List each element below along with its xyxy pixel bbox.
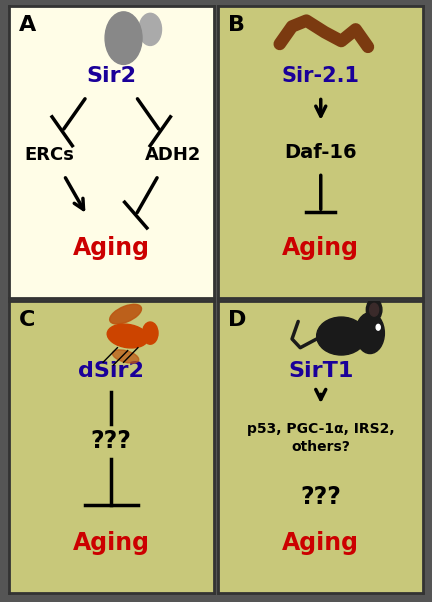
Text: Aging: Aging (73, 237, 150, 260)
Text: B: B (229, 15, 245, 35)
Text: Aging: Aging (73, 532, 150, 555)
Text: ???: ??? (300, 485, 341, 509)
Text: ERCs: ERCs (25, 146, 75, 164)
Ellipse shape (317, 317, 366, 355)
Text: Aging: Aging (282, 237, 359, 260)
Text: D: D (229, 310, 247, 330)
Text: p53, PGC-1α, IRS2,
others?: p53, PGC-1α, IRS2, others? (247, 422, 394, 455)
Text: A: A (19, 15, 36, 35)
Ellipse shape (110, 304, 142, 324)
Circle shape (105, 12, 142, 64)
Text: C: C (19, 310, 35, 330)
Text: SirT1: SirT1 (288, 361, 353, 381)
Ellipse shape (112, 350, 139, 363)
Circle shape (376, 324, 380, 330)
Ellipse shape (107, 324, 148, 348)
Circle shape (139, 13, 162, 45)
Text: ???: ??? (91, 429, 132, 453)
Circle shape (143, 322, 158, 344)
Text: ADH2: ADH2 (145, 146, 201, 164)
Text: Aging: Aging (282, 532, 359, 555)
Text: dSir2: dSir2 (78, 361, 144, 381)
Circle shape (356, 312, 384, 353)
Text: Daf-16: Daf-16 (284, 143, 357, 161)
Circle shape (366, 299, 382, 321)
Text: Sir2: Sir2 (86, 66, 136, 86)
Circle shape (370, 303, 378, 316)
Text: Sir-2.1: Sir-2.1 (282, 66, 360, 86)
